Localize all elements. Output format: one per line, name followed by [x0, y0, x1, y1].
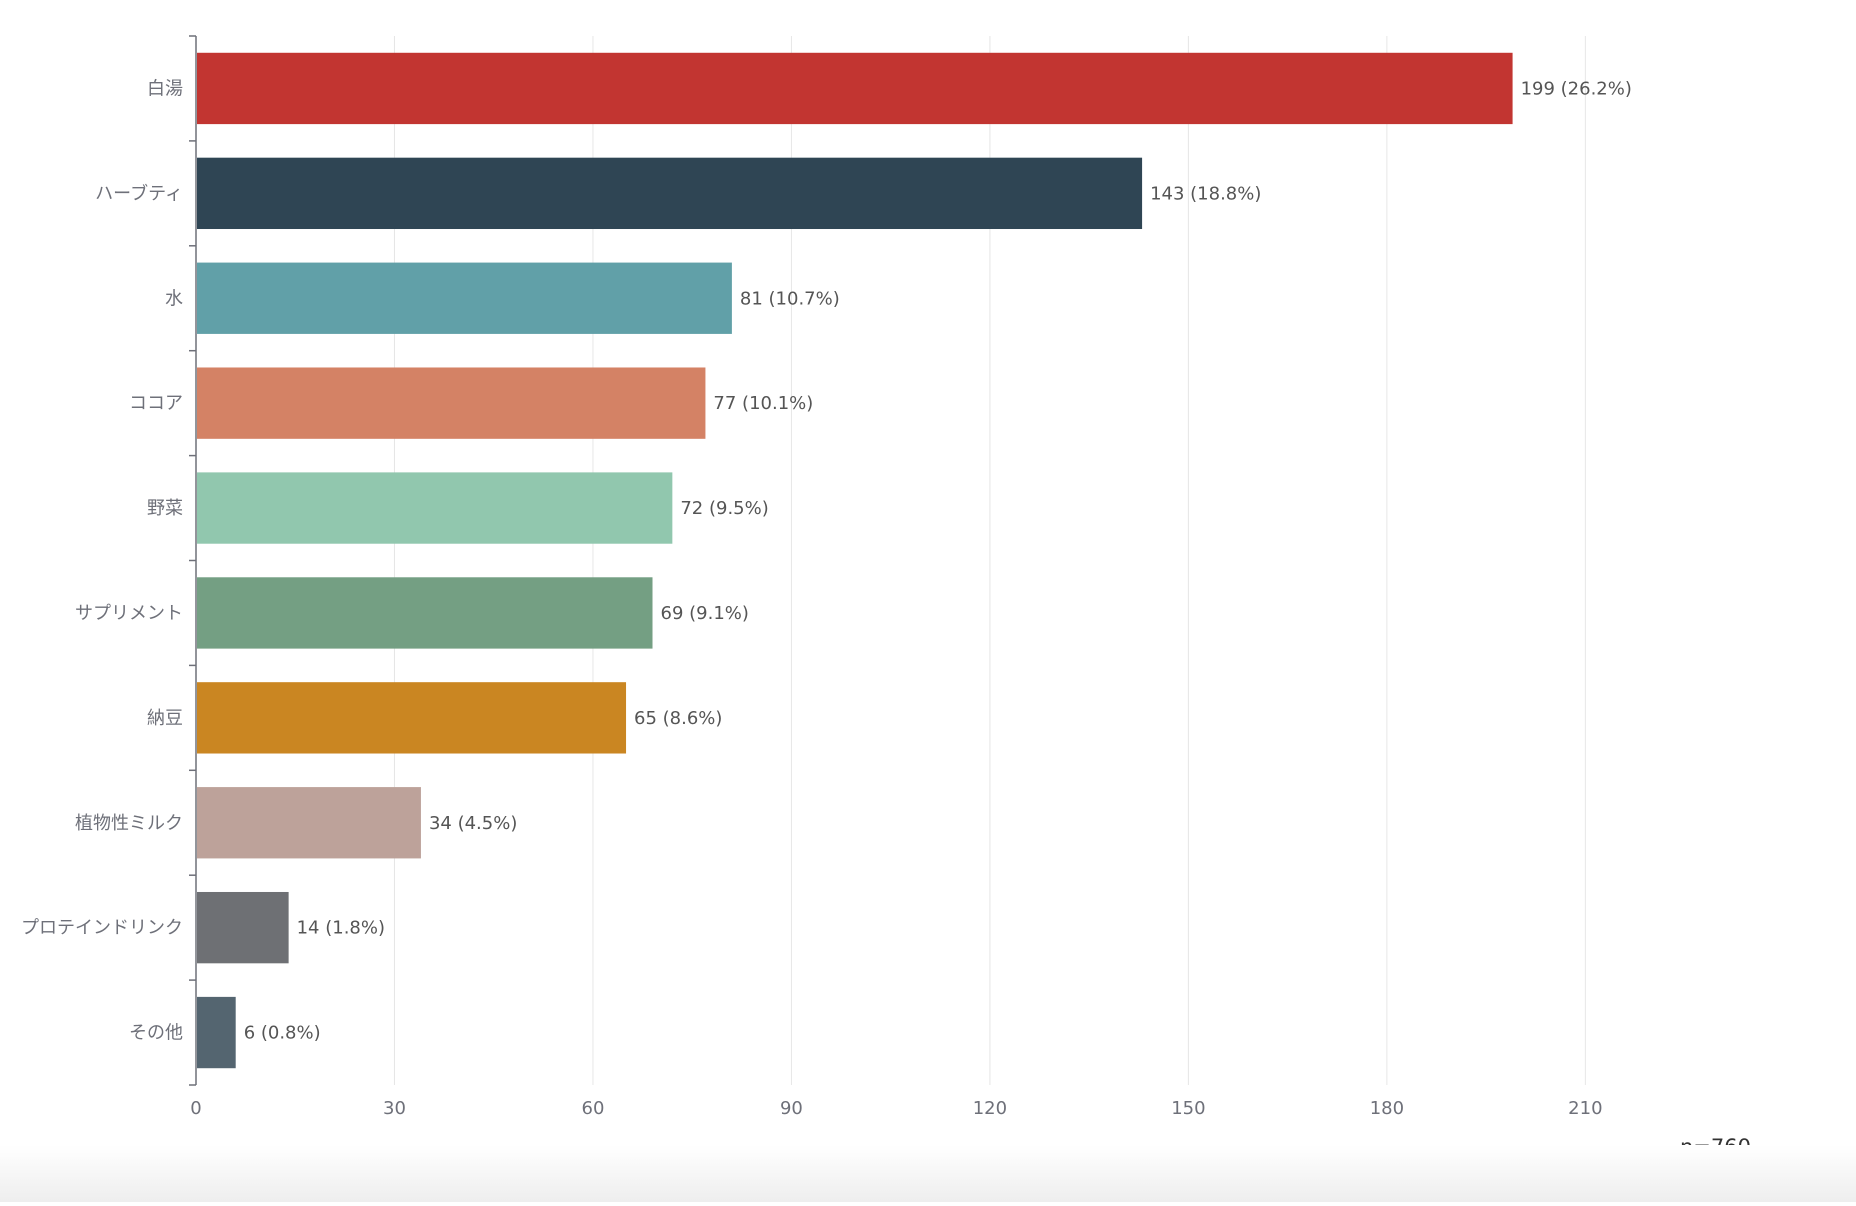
data-label-1: 199 (26.2%) [1521, 78, 1632, 99]
data-label-8: 34 (4.5%) [429, 813, 517, 834]
data-label-10: 6 (0.8%) [244, 1023, 321, 1044]
x-tick-label-30: 30 [383, 1098, 406, 1119]
bottom-shade [0, 1145, 1856, 1202]
labels: 0 30 60 90 120 150 180 210 白湯 199 (26.2%) ハーブティ 143… [21, 78, 1632, 1119]
category-label-8: 植物性ミルク [75, 813, 183, 834]
bar-6 [197, 577, 653, 649]
x-tick-label-120: 120 [973, 1098, 1007, 1119]
x-tick-label-0: 0 [190, 1098, 201, 1119]
bars [197, 52, 1513, 1069]
category-label-3: 水 [165, 288, 183, 309]
data-label-5: 72 (9.5%) [680, 498, 768, 519]
category-label-4: ココア [129, 393, 183, 414]
category-label-2: ハーブティ [95, 182, 183, 204]
bar-2 [197, 157, 1143, 230]
data-label-4: 77 (10.1%) [713, 393, 813, 414]
x-tick-label-180: 180 [1370, 1098, 1404, 1119]
category-label-5: 野菜 [147, 498, 183, 519]
bar-9 [197, 891, 289, 964]
bar-1 [197, 52, 1513, 125]
data-label-6: 69 (9.1%) [661, 603, 749, 624]
data-label-9: 14 (1.8%) [297, 918, 385, 939]
category-label-7: 納豆 [147, 708, 183, 729]
data-label-7: 65 (8.6%) [634, 708, 722, 729]
bar-8 [197, 787, 421, 859]
axes [189, 35, 197, 1086]
bar-10 [197, 996, 236, 1069]
data-label-3: 81 (10.7%) [740, 288, 840, 309]
x-tick-label-90: 90 [780, 1098, 803, 1119]
bar-4 [197, 367, 706, 439]
x-tick-label-150: 150 [1171, 1098, 1205, 1119]
category-label-6: サプリメント [75, 603, 183, 624]
category-label-1: 白湯 [147, 78, 183, 99]
category-label-10: その他 [129, 1023, 183, 1044]
bar-5 [197, 472, 673, 544]
x-tick-label-60: 60 [582, 1098, 605, 1119]
bar-3 [197, 262, 732, 334]
bar-7 [197, 682, 627, 754]
category-label-9: プロテインドリンク [21, 918, 183, 939]
data-label-2: 143 (18.8%) [1150, 183, 1261, 204]
x-tick-label-210: 210 [1568, 1098, 1602, 1119]
